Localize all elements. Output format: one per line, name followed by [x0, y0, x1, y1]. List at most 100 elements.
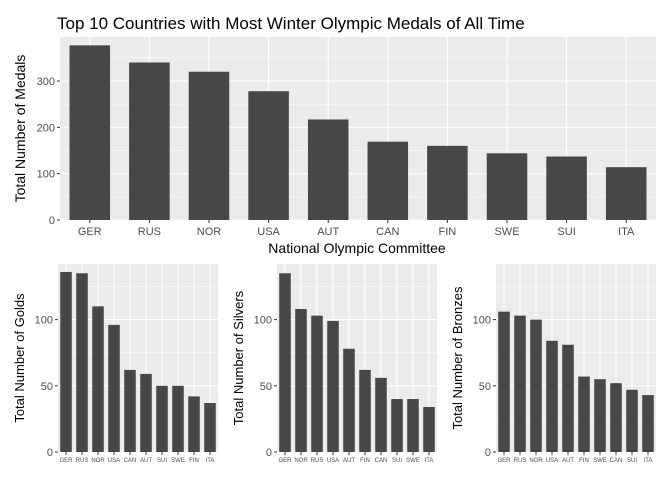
bar-bronzes-swe — [594, 379, 606, 452]
bar-bronzes-fin — [578, 376, 590, 452]
x-tick-label: USA — [546, 458, 558, 464]
bar-bronzes-can — [610, 383, 622, 452]
x-tick-label: NOR — [294, 458, 308, 464]
bar-total-ita — [605, 167, 647, 220]
y-tick-label: 100 — [473, 315, 491, 327]
y-tick-label: 0 — [485, 447, 491, 459]
x-tick-label: ITA — [644, 458, 653, 464]
x-tick-label: GER — [78, 226, 102, 238]
x-tick-label: USA — [257, 226, 280, 238]
x-tick-label: SWE — [593, 458, 607, 464]
bar-total-usa — [248, 91, 289, 220]
bar-bronzes-rus — [514, 315, 526, 452]
bar-silvers-ita — [423, 406, 435, 452]
x-tick-label: ITA — [206, 458, 215, 464]
x-tick-label: SUI — [627, 458, 637, 464]
chart-panel-golds: 0 50 100 GER RUS NOR USA CAN AUT SUI SWE FIN ITA Tota… — [12, 264, 218, 464]
bar-golds-can — [124, 369, 136, 452]
x-tick-label: FIN — [439, 226, 457, 238]
chart-panel-silvers: 0 50 100 GER NOR RUS USA AUT FIN CAN SUI SWE ITA Tota… — [231, 264, 437, 464]
x-tick-label: USA — [327, 458, 339, 464]
bar-total-nor — [188, 71, 230, 221]
bar-golds-fin — [188, 396, 200, 452]
y-tick-label: 200 — [37, 122, 55, 134]
bar-golds-swe — [172, 385, 184, 452]
x-tick-label: CAN — [124, 458, 137, 464]
y-axis-title: Total Number of Bronzes — [450, 286, 465, 430]
bar-golds-usa — [108, 324, 120, 452]
bar-silvers-fin — [359, 369, 371, 452]
x-tick-label: AUT — [317, 226, 339, 238]
x-tick-label: NOR — [197, 226, 222, 238]
x-tick-label: FIN — [360, 458, 370, 464]
x-tick-label: GER — [59, 458, 73, 464]
bar-silvers-can — [375, 377, 387, 452]
y-tick-label: 100 — [35, 315, 53, 327]
x-tick-label: ITA — [425, 458, 434, 464]
bar-silvers-rus — [311, 315, 323, 452]
bar-golds-rus — [76, 273, 88, 452]
x-tick-label: NOR — [529, 458, 543, 464]
bar-golds-sui — [156, 385, 168, 452]
bar-total-ger — [69, 45, 111, 221]
bar-total-rus — [129, 62, 170, 220]
bar-bronzes-nor — [530, 319, 542, 452]
x-tick-label: SWE — [406, 458, 420, 464]
bar-silvers-sui — [391, 399, 403, 452]
bar-total-can — [367, 141, 409, 220]
x-tick-label: GER — [497, 458, 511, 464]
x-tick-label: RUS — [514, 458, 527, 464]
x-tick-label: RUS — [311, 458, 324, 464]
x-tick-label: SUI — [157, 458, 167, 464]
chart-title: Top 10 Countries with Most Winter Olympi… — [57, 14, 525, 33]
x-tick-label: FIN — [189, 458, 199, 464]
x-tick-label: SUI — [557, 226, 575, 238]
bar-bronzes-sui — [626, 389, 638, 452]
y-tick-label: 50 — [41, 381, 53, 393]
bar-silvers-usa — [327, 320, 339, 452]
x-tick-label: CAN — [375, 458, 388, 464]
y-tick-label: 300 — [37, 76, 55, 88]
y-axis-title: Total Number of Medals — [12, 55, 28, 203]
y-tick-label: 0 — [49, 215, 55, 227]
x-tick-label: USA — [108, 458, 120, 464]
x-axis-title: National Olympic Committee — [268, 240, 446, 256]
x-tick-label: NOR — [91, 458, 105, 464]
y-tick-label: 50 — [479, 381, 491, 393]
bar-total-sui — [546, 156, 587, 220]
bar-bronzes-ita — [642, 395, 654, 452]
x-tick-label: SWE — [494, 226, 519, 238]
x-tick-label: AUT — [562, 458, 574, 464]
x-tick-label: ITA — [618, 226, 635, 238]
y-tick-label: 0 — [47, 447, 53, 459]
chart-panel-total: 0 100 200 300 GER RUS NOR USA AUT CAN FIN SWE SUI ITA… — [12, 37, 656, 238]
x-tick-label: SWE — [171, 458, 185, 464]
bar-silvers-nor — [295, 309, 307, 452]
y-tick-label: 100 — [254, 315, 272, 327]
x-tick-label: GER — [278, 458, 292, 464]
bar-silvers-aut — [343, 348, 355, 452]
x-tick-label: FIN — [579, 458, 589, 464]
x-tick-label: AUT — [140, 458, 152, 464]
bar-bronzes-aut — [562, 344, 574, 452]
chart-panel-bronzes: 0 50 100 GER RUS NOR USA AUT FIN SWE CAN SUI ITA Tota… — [450, 264, 656, 464]
y-tick-label: 100 — [37, 169, 55, 181]
bar-golds-nor — [92, 306, 104, 452]
x-tick-label: CAN — [376, 226, 399, 238]
y-tick-label: 0 — [266, 447, 272, 459]
bar-total-aut — [307, 119, 349, 220]
x-tick-label: SUI — [392, 458, 402, 464]
y-tick-label: 50 — [260, 381, 272, 393]
bar-silvers-swe — [407, 399, 419, 452]
bar-golds-ita — [204, 403, 216, 452]
bar-golds-aut — [140, 373, 152, 452]
bar-bronzes-ger — [498, 311, 510, 452]
x-tick-label: AUT — [343, 458, 355, 464]
x-tick-label: CAN — [610, 458, 623, 464]
bar-total-fin — [427, 145, 468, 220]
y-axis-title: Total Number of Golds — [12, 293, 27, 423]
bar-golds-ger — [60, 271, 72, 452]
bar-bronzes-usa — [546, 340, 558, 452]
